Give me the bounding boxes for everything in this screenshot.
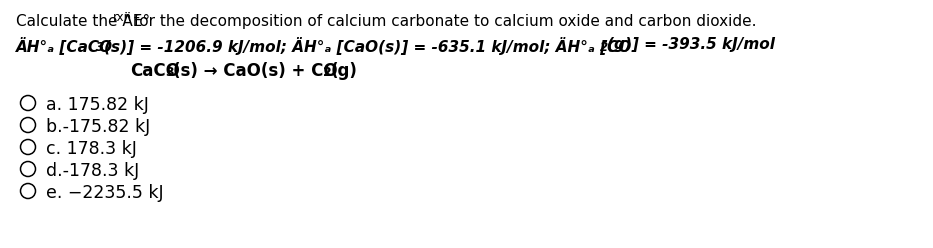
Text: Calculate the ÄE°: Calculate the ÄE° bbox=[16, 14, 150, 29]
Text: ÄH°ₐ [CaCO: ÄH°ₐ [CaCO bbox=[16, 37, 113, 55]
Text: for the decomposition of calcium carbonate to calcium oxide and carbon dioxide.: for the decomposition of calcium carbona… bbox=[130, 14, 757, 29]
Text: 2: 2 bbox=[323, 66, 331, 79]
Text: (g)] = -393.5 kJ/mol: (g)] = -393.5 kJ/mol bbox=[607, 37, 775, 52]
Text: c. 178.3 kJ: c. 178.3 kJ bbox=[46, 140, 137, 158]
Text: (s) → CaO(s) + CO: (s) → CaO(s) + CO bbox=[174, 62, 338, 80]
Text: b.-175.82 kJ: b.-175.82 kJ bbox=[46, 118, 150, 136]
Text: a. 175.82 kJ: a. 175.82 kJ bbox=[46, 96, 149, 114]
Text: 2: 2 bbox=[600, 41, 607, 54]
Text: e. −2235.5 kJ: e. −2235.5 kJ bbox=[46, 184, 163, 202]
Text: (s)] = -1206.9 kJ/mol; ÄH°ₐ [CaO(s)] = -635.1 kJ/mol; ÄH°ₐ [CO: (s)] = -1206.9 kJ/mol; ÄH°ₐ [CaO(s)] = -… bbox=[104, 37, 631, 55]
Text: d.-178.3 kJ: d.-178.3 kJ bbox=[46, 162, 139, 180]
Text: 3: 3 bbox=[165, 66, 174, 79]
Text: (g): (g) bbox=[331, 62, 357, 80]
Text: CaCO: CaCO bbox=[130, 62, 180, 80]
Text: rxn: rxn bbox=[113, 11, 132, 24]
Text: 3: 3 bbox=[96, 41, 104, 54]
